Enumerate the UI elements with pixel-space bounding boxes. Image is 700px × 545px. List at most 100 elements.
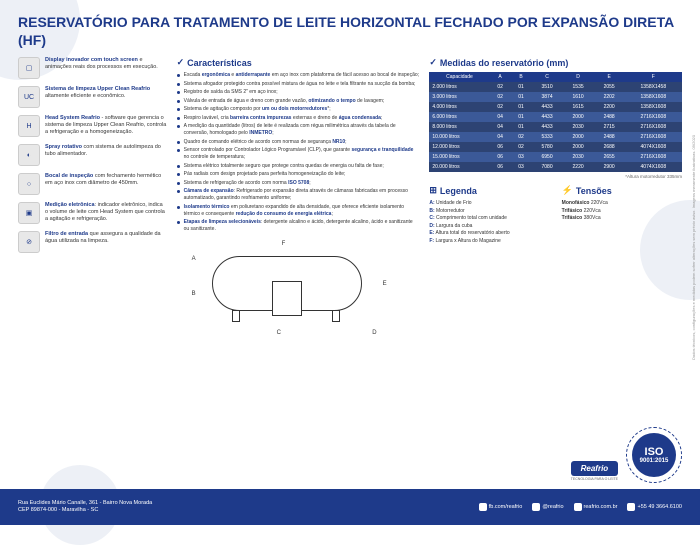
table-cell: 02 (511, 142, 532, 152)
table-cell: 6.000 litros (429, 112, 489, 122)
bullet-item: Escada ergonômica e antiderrapante em aç… (177, 72, 420, 79)
table-cell: 2655 (594, 152, 625, 162)
social-item: @reafrio (532, 503, 563, 511)
legend-list: A: Unidade de FrioB: MotorredutorC: Comp… (429, 200, 549, 245)
bullet-item: Quadro de comando elétrico de acordo com… (177, 139, 420, 146)
table-cell: 4433 (532, 102, 563, 112)
bullet-item: Registro de saída da SMS 2" em aço inox; (177, 89, 420, 96)
table-row: 20.000 litros06037080222029004074X1608 (429, 162, 682, 172)
characteristics-col: Características Escada ergonômica e anti… (177, 57, 420, 336)
table-cell: 2000 (563, 112, 594, 122)
table-cell: 01 (511, 102, 532, 112)
table-cell: 4074X1608 (625, 162, 682, 172)
table-cell: 7080 (532, 162, 563, 172)
table-row: 8.000 litros04014433203027152716X1608 (429, 122, 682, 132)
bullet-item: Isolamento térmico em poliuretano expand… (177, 204, 420, 218)
table-cell: 1358X1608 (625, 102, 682, 112)
bullet-item: Válvula de entrada de água e dreno com g… (177, 98, 420, 105)
bullet-item: Sistema elétrico totalmente seguro que p… (177, 163, 420, 170)
bullet-item: Câmara de expansão: Refrigerado por expa… (177, 188, 420, 202)
table-cell: 2.000 litros (429, 82, 489, 92)
social-text: reafrio.com.br (584, 504, 618, 510)
table-row: 15.000 litros06036950203026552716X1608 (429, 152, 682, 162)
social-icon (532, 503, 540, 511)
legend-item: B: Motorredutor (429, 208, 549, 216)
table-cell: 1615 (563, 102, 594, 112)
table-cell: 04 (490, 122, 511, 132)
social-icon (479, 503, 487, 511)
feature-icon: ⊘ (18, 231, 40, 253)
footer-address: Rua Euclides Mário Canalle, 361 - Bairro… (18, 500, 479, 514)
table-header: F (625, 72, 682, 82)
feature-text: Filtro de entrada que assegura a qualida… (45, 231, 167, 245)
legend-item: F: Largura x Altura do Magazine (429, 238, 549, 246)
table-cell: 03 (511, 152, 532, 162)
dimensions-table: CapacidadeABCDEF2.000 litros020135101535… (429, 72, 682, 172)
table-row: 6.000 litros04014433200024882716X1608 (429, 112, 682, 122)
table-cell: 2716X1608 (625, 112, 682, 122)
social-icon (574, 503, 582, 511)
tension-title: Tensões (562, 185, 682, 196)
feature-icon: ○ (18, 173, 40, 195)
table-cell: 2688 (594, 142, 625, 152)
social-item: fb.com/reafrio (479, 503, 523, 511)
table-cell: 1358X1458 (625, 82, 682, 92)
table-cell: 3510 (532, 82, 563, 92)
bullet-item: Etapas de limpeza selecionáveis: deterge… (177, 219, 420, 233)
table-cell: 2000 (563, 142, 594, 152)
table-note: *Altura motorredutor 335mm (429, 174, 682, 179)
table-col: Medidas do reservatório (mm) CapacidadeA… (429, 57, 682, 336)
feature-text: Sistema de limpeza Upper Clean Reafrio a… (45, 86, 167, 100)
footer: Rua Euclides Mário Canalle, 361 - Bairro… (0, 489, 700, 525)
table-row: 12.000 litros06025780200026884074X1608 (429, 142, 682, 152)
table-cell: 5780 (532, 142, 563, 152)
addr-line1: Rua Euclides Mário Canalle, 361 - Bairro… (18, 500, 479, 507)
table-cell: 2200 (594, 102, 625, 112)
feature-item: ○Bocal de inspeção com fechamento hermét… (18, 173, 167, 195)
table-cell: 2030 (563, 152, 594, 162)
tension-item: Monofásico 220Vca (562, 200, 682, 208)
table-header: C (532, 72, 563, 82)
table-cell: 04 (490, 132, 511, 142)
feature-item: ▣Medição eletrônica: indicador eletrônic… (18, 202, 167, 224)
table-cell: 06 (490, 162, 511, 172)
feature-text: Medição eletrônica: indicador eletrônico… (45, 202, 167, 223)
table-cell: 3.000 litros (429, 92, 489, 102)
table-cell: 20.000 litros (429, 162, 489, 172)
feature-text: Display inovador com touch screen e anim… (45, 57, 167, 71)
table-cell: 2900 (594, 162, 625, 172)
table-cell: 8.000 litros (429, 122, 489, 132)
table-header: B (511, 72, 532, 82)
legend-item: D: Largura da cuba (429, 223, 549, 231)
table-cell: 2202 (594, 92, 625, 102)
feature-item: ▢ Display inovador com touch screen e ani… (18, 57, 167, 79)
table-cell: 4.000 litros (429, 102, 489, 112)
social-text: +55 49 3664.6100 (637, 504, 682, 510)
table-cell: 3874 (532, 92, 563, 102)
table-header: A (490, 72, 511, 82)
bullet-item: Sistema de refrigeração de acordo com no… (177, 180, 420, 187)
social-text: @reafrio (542, 504, 563, 510)
table-cell: 2000 (563, 132, 594, 142)
table-row: 10.000 litros04025333200024882716X1608 (429, 132, 682, 142)
logo-name: Reafrio (571, 461, 618, 476)
table-header: E (594, 72, 625, 82)
characteristics-list: Escada ergonômica e antiderrapante em aç… (177, 72, 420, 233)
table-cell: 06 (490, 152, 511, 162)
table-cell: 2488 (594, 132, 625, 142)
table-cell: 4433 (532, 122, 563, 132)
table-title: Medidas do reservatório (mm) (429, 57, 682, 68)
feature-text: Head System Reafrio - software que geren… (45, 115, 167, 136)
feature-icon: H (18, 115, 40, 137)
feature-icon: ▢ (18, 57, 40, 79)
table-cell: 10.000 litros (429, 132, 489, 142)
features-icons-col: ▢ Display inovador com touch screen e ani… (18, 57, 167, 336)
brand-logo: Reafrio TECNOLOGIA PARA O LEITE (571, 461, 618, 481)
table-cell: 2488 (594, 112, 625, 122)
social-item: +55 49 3664.6100 (627, 503, 682, 511)
table-cell: 5333 (532, 132, 563, 142)
feature-item: HHead System Reafrio - software que gere… (18, 115, 167, 137)
table-cell: 15.000 litros (429, 152, 489, 162)
table-cell: 12.000 litros (429, 142, 489, 152)
bullet-item: Pás radiais com design projetado para pe… (177, 171, 420, 178)
